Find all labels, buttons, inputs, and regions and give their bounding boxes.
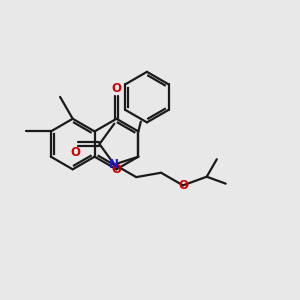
Text: N: N: [109, 158, 119, 171]
Text: O: O: [178, 179, 188, 192]
Text: O: O: [112, 82, 122, 94]
Text: O: O: [70, 146, 80, 158]
Text: O: O: [112, 163, 122, 176]
